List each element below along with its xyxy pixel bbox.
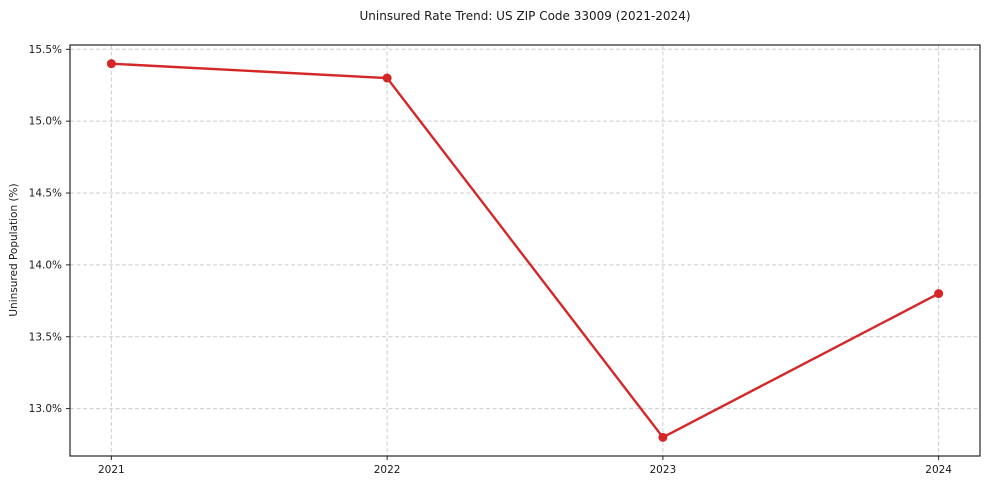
plot-frame — [69, 44, 981, 457]
y-tick-label: 14.0% — [29, 259, 62, 271]
y-tick-label: 13.0% — [29, 403, 62, 415]
y-tick-label: 13.5% — [29, 331, 62, 343]
y-tick-label: 14.5% — [29, 188, 62, 200]
x-tick-label: 2024 — [925, 464, 952, 476]
data-point-marker — [658, 432, 668, 442]
data-point-marker — [934, 289, 944, 299]
y-tick-label: 15.0% — [29, 116, 62, 128]
x-tick-label: 2023 — [650, 464, 677, 476]
y-tick-label: 15.5% — [29, 44, 62, 56]
chart-title: Uninsured Rate Trend: US ZIP Code 33009 … — [359, 9, 691, 23]
x-tick-label: 2021 — [98, 464, 125, 476]
data-point-marker — [106, 59, 116, 69]
data-point-marker — [382, 73, 392, 83]
x-tick-label: 2022 — [374, 464, 401, 476]
trend-line — [110, 62, 940, 439]
